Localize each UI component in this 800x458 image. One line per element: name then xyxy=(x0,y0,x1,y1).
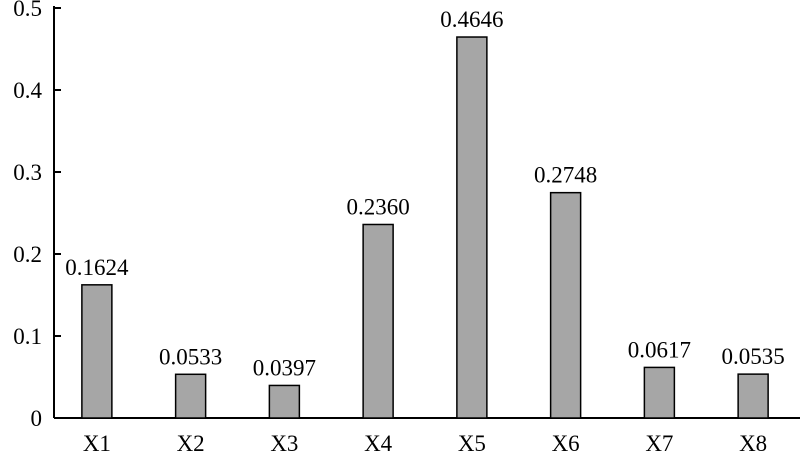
bar xyxy=(737,373,769,419)
y-tick-label: 0.3 xyxy=(13,160,42,185)
bar xyxy=(362,223,394,419)
value-label: 0.0533 xyxy=(159,344,222,369)
x-tick-label: X8 xyxy=(739,431,767,456)
y-tick-label: 0.2 xyxy=(13,242,42,267)
y-tick-label: 0.4 xyxy=(13,78,42,103)
x-tick-label: X6 xyxy=(552,431,580,456)
value-label: 0.0397 xyxy=(253,355,316,380)
bar xyxy=(174,373,207,419)
y-tick-label: 0 xyxy=(31,406,43,431)
bar xyxy=(549,191,582,419)
value-label: 0.1624 xyxy=(65,255,129,280)
bar xyxy=(81,284,113,419)
x-tick-label: X1 xyxy=(83,431,111,456)
value-label: 0.4646 xyxy=(440,7,503,32)
y-tick-label: 0.5 xyxy=(13,0,42,21)
bar xyxy=(643,366,676,419)
x-tick-label: X4 xyxy=(364,431,393,456)
x-tick-label: X7 xyxy=(645,431,673,456)
bar xyxy=(456,36,488,419)
y-tick-label: 0.1 xyxy=(13,324,42,349)
x-tick-label: X3 xyxy=(270,431,298,456)
x-tick-label: X2 xyxy=(177,431,205,456)
value-label: 0.2748 xyxy=(534,163,597,188)
x-tick-label: X5 xyxy=(458,431,486,456)
value-label: 0.0617 xyxy=(628,337,691,362)
value-label: 0.0535 xyxy=(722,344,785,369)
value-label: 0.2360 xyxy=(347,194,410,219)
bar xyxy=(268,384,301,419)
